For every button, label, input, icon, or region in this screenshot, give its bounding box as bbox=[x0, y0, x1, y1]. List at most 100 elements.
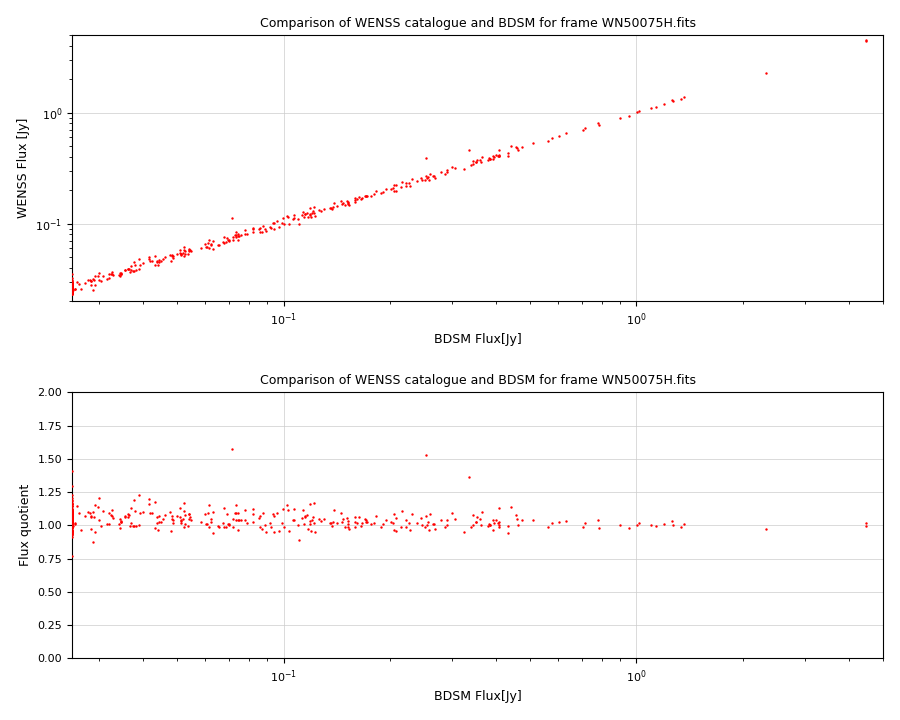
Point bbox=[65, 492, 79, 503]
Point bbox=[65, 277, 79, 289]
Point bbox=[148, 496, 162, 508]
Point bbox=[445, 161, 459, 172]
Point bbox=[500, 528, 515, 539]
Point bbox=[292, 219, 306, 230]
Point bbox=[428, 518, 442, 530]
Point bbox=[201, 238, 215, 249]
Point bbox=[145, 508, 159, 519]
Point bbox=[221, 235, 236, 246]
Point bbox=[153, 256, 167, 267]
Point bbox=[644, 519, 658, 531]
Point bbox=[482, 519, 497, 531]
Point bbox=[178, 509, 193, 521]
Point bbox=[65, 508, 79, 520]
Point bbox=[469, 156, 483, 168]
Point bbox=[84, 276, 98, 287]
Point bbox=[387, 525, 401, 536]
Point bbox=[472, 513, 487, 524]
Point bbox=[859, 34, 873, 45]
Point bbox=[65, 503, 79, 515]
Point bbox=[65, 287, 79, 298]
Point bbox=[359, 191, 374, 202]
Point bbox=[399, 180, 413, 192]
Point bbox=[178, 518, 193, 530]
Point bbox=[355, 192, 369, 204]
Point bbox=[259, 526, 274, 537]
Point bbox=[340, 513, 355, 524]
Point bbox=[238, 228, 252, 240]
Point bbox=[401, 517, 416, 528]
Point bbox=[342, 199, 356, 210]
Point bbox=[420, 516, 435, 528]
Point bbox=[526, 138, 540, 149]
Point bbox=[649, 101, 663, 112]
Point bbox=[226, 521, 240, 533]
Point bbox=[65, 271, 79, 283]
Point bbox=[359, 516, 374, 528]
Point bbox=[65, 283, 79, 294]
Point bbox=[65, 508, 79, 520]
Point bbox=[217, 503, 231, 514]
Point bbox=[383, 516, 398, 528]
Point bbox=[559, 127, 573, 139]
Point bbox=[65, 280, 79, 292]
Point bbox=[347, 512, 362, 523]
Point bbox=[65, 526, 79, 537]
Point bbox=[677, 91, 691, 103]
Point bbox=[65, 282, 79, 293]
Point bbox=[166, 517, 180, 528]
Point bbox=[184, 246, 198, 257]
Point bbox=[347, 193, 362, 204]
Point bbox=[106, 269, 121, 280]
Point bbox=[158, 509, 173, 521]
Point bbox=[104, 269, 119, 280]
Point bbox=[238, 505, 253, 516]
Point bbox=[92, 274, 106, 286]
Point bbox=[166, 251, 181, 262]
Point bbox=[65, 511, 79, 523]
Point bbox=[410, 175, 425, 186]
Point bbox=[91, 270, 105, 282]
Point bbox=[222, 235, 237, 246]
Point bbox=[211, 239, 225, 251]
Point bbox=[327, 197, 341, 208]
Point bbox=[65, 526, 79, 537]
Point bbox=[65, 509, 79, 521]
Point bbox=[65, 506, 79, 518]
Point bbox=[65, 503, 79, 515]
Point bbox=[358, 190, 373, 202]
Point bbox=[151, 259, 166, 271]
Point bbox=[292, 534, 306, 546]
Point bbox=[65, 504, 79, 516]
Point bbox=[510, 513, 525, 525]
Point bbox=[426, 170, 440, 181]
Point bbox=[323, 517, 338, 528]
Point bbox=[198, 238, 212, 250]
Point bbox=[228, 508, 242, 519]
Point bbox=[649, 521, 663, 532]
Point bbox=[369, 510, 383, 521]
Point bbox=[164, 525, 178, 536]
Point bbox=[354, 521, 368, 532]
Point bbox=[225, 212, 239, 224]
Point bbox=[622, 522, 636, 534]
Point bbox=[65, 288, 79, 300]
Point bbox=[544, 517, 559, 528]
Point bbox=[65, 512, 79, 523]
Point bbox=[65, 490, 79, 501]
Point bbox=[256, 507, 271, 518]
Point bbox=[105, 266, 120, 278]
Point bbox=[374, 188, 389, 199]
Point bbox=[336, 513, 350, 524]
Point bbox=[65, 284, 79, 295]
Point bbox=[491, 144, 506, 156]
Point bbox=[201, 507, 215, 518]
Point bbox=[182, 513, 196, 525]
Point bbox=[311, 513, 326, 525]
Point bbox=[173, 248, 187, 259]
Point bbox=[405, 508, 419, 520]
Point bbox=[335, 517, 349, 528]
Point bbox=[203, 516, 218, 528]
Point bbox=[74, 283, 88, 294]
Point bbox=[174, 248, 188, 260]
